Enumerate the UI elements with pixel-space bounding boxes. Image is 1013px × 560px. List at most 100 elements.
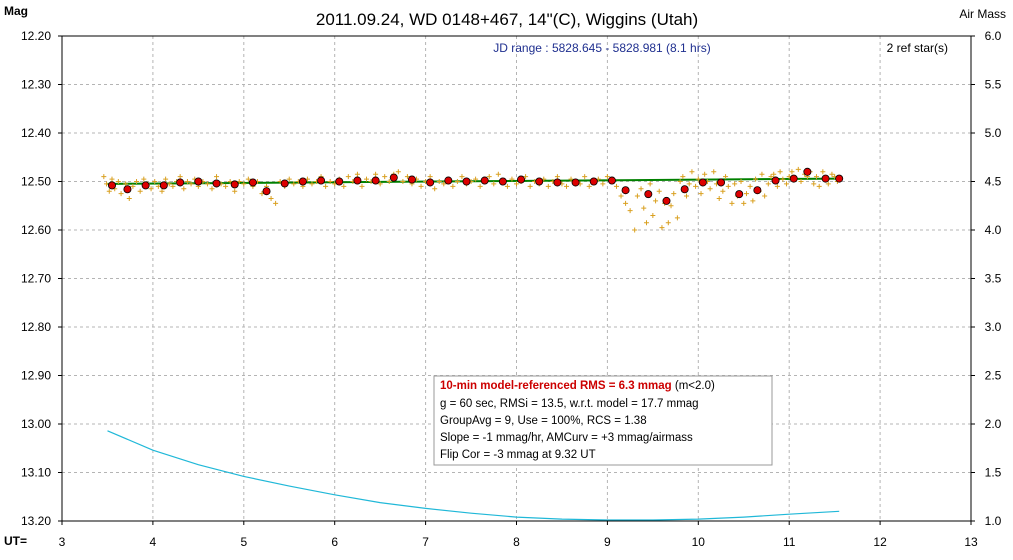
- individual-point: [115, 179, 121, 184]
- group-point: [248, 178, 257, 187]
- chart-title: 2011.09.24, WD 0148+467, 14"(C), Wiggins…: [316, 10, 698, 29]
- info-box: 10-min model-referenced RMS = 6.3 mmag (…: [433, 375, 773, 466]
- individual-point: [665, 220, 671, 226]
- individual-point: [152, 179, 158, 184]
- individual-point: [354, 171, 360, 177]
- group-point: [535, 177, 544, 186]
- individual-point: [227, 179, 233, 184]
- individual-point: [436, 179, 442, 184]
- x-tick-label: 11: [783, 535, 796, 549]
- group-point: [607, 176, 616, 185]
- individual-point: [101, 174, 107, 180]
- individual-point: [711, 169, 717, 175]
- individual-point: [504, 183, 510, 189]
- individual-point: [716, 195, 722, 201]
- individual-point: [159, 188, 165, 194]
- individual-point: [613, 183, 619, 189]
- individual-point: [204, 181, 210, 187]
- individual-point: [762, 193, 768, 199]
- y-tick-label-right: 2.0: [985, 417, 1002, 431]
- group-point: [123, 185, 132, 194]
- individual-point: [632, 227, 638, 233]
- x-tick-label: 3: [59, 535, 66, 549]
- y-tick-label-right: 6.0: [985, 29, 1002, 43]
- individual-point: [170, 183, 176, 189]
- individual-point: [653, 198, 659, 204]
- individual-point: [459, 174, 465, 180]
- y-tick-label-right: 5.0: [985, 126, 1002, 140]
- individual-point: [725, 183, 731, 189]
- x-tick-label: 7: [422, 535, 429, 549]
- individual-point: [586, 183, 592, 189]
- group-point: [771, 176, 780, 185]
- individual-point: [245, 176, 251, 182]
- group-point: [803, 167, 812, 176]
- group-point: [159, 181, 168, 190]
- group-point: [426, 178, 435, 187]
- individual-point: [386, 179, 392, 184]
- y-tick-label-right: 1.5: [985, 466, 1002, 480]
- group-point: [517, 175, 526, 184]
- group-point: [589, 177, 598, 186]
- group-point: [680, 185, 689, 194]
- individual-point: [600, 181, 606, 187]
- info-line-1: 10-min model-referenced RMS = 6.3 mmag (…: [440, 380, 715, 392]
- x-tick-label: 13: [964, 535, 978, 549]
- group-point: [212, 179, 221, 188]
- individual-point: [743, 191, 749, 197]
- group-point: [789, 174, 798, 183]
- x-tick-label: 12: [873, 535, 887, 549]
- individual-point: [656, 188, 662, 194]
- individual-point: [106, 188, 112, 194]
- individual-point: [618, 193, 624, 199]
- individual-point: [813, 174, 819, 180]
- individual-point: [450, 183, 456, 189]
- y-tick-label-left: 12.50: [21, 175, 51, 189]
- y-tick-label-right: 4.0: [985, 223, 1002, 237]
- individual-point: [677, 179, 683, 184]
- x-tick-label: 5: [240, 535, 247, 549]
- individual-point: [309, 181, 315, 187]
- info-rms-suffix: (m<2.0): [672, 380, 715, 392]
- individual-point: [126, 195, 132, 201]
- y-tick-label-left: 13.20: [21, 514, 51, 528]
- individual-point: [327, 179, 333, 184]
- individual-point: [689, 169, 695, 175]
- individual-point: [491, 181, 497, 187]
- individual-point: [241, 181, 247, 187]
- individual-point: [695, 176, 701, 182]
- individual-point: [774, 183, 780, 189]
- individual-point: [473, 176, 479, 182]
- individual-point: [668, 203, 674, 209]
- individual-point: [771, 171, 777, 177]
- group-point: [735, 190, 744, 199]
- individual-point: [650, 212, 656, 218]
- individual-point: [166, 181, 172, 187]
- individual-point: [643, 220, 649, 226]
- individual-point: [545, 183, 551, 189]
- individual-point: [377, 181, 383, 187]
- individual-point: [795, 166, 801, 172]
- group-point: [698, 178, 707, 187]
- y-tick-label-right: 3.0: [985, 320, 1002, 334]
- individual-point: [554, 174, 560, 180]
- group-point: [821, 174, 830, 183]
- individual-point: [273, 200, 279, 206]
- individual-point: [659, 225, 665, 231]
- individual-point: [829, 171, 835, 177]
- individual-point: [671, 191, 677, 197]
- individual-point: [148, 186, 154, 192]
- individual-point: [680, 174, 686, 180]
- individual-point: [382, 174, 388, 180]
- individual-point: [683, 193, 689, 199]
- individual-point: [104, 181, 110, 187]
- individual-point: [400, 179, 406, 184]
- individual-point: [177, 174, 183, 180]
- individual-point: [820, 169, 826, 175]
- individual-point: [268, 195, 274, 201]
- individual-point: [130, 183, 136, 189]
- individual-point: [486, 174, 492, 180]
- group-point: [498, 177, 507, 186]
